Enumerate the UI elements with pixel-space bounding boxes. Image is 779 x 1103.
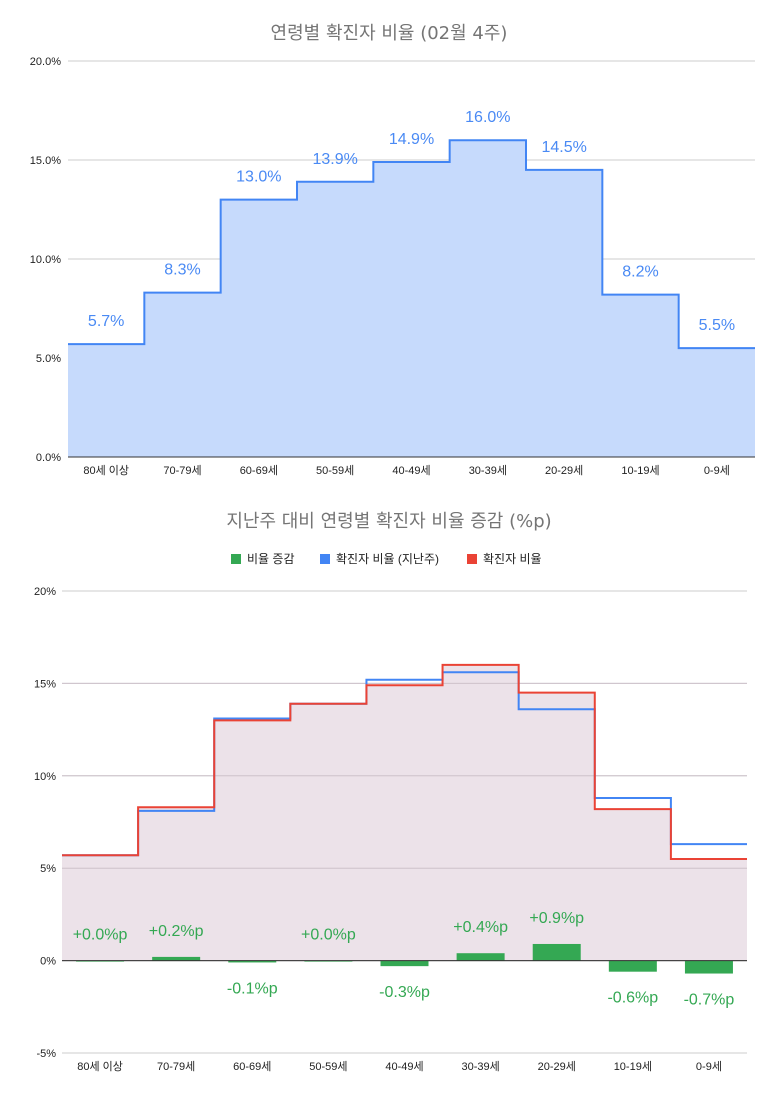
- chart-1-data-label: 13.9%: [312, 151, 357, 168]
- chart-2-bar: [532, 943, 581, 961]
- chart-2-data-label: +0.0%p: [301, 927, 356, 944]
- chart-1-y-tick-label: 10.0%: [30, 254, 61, 266]
- chart-1-data-label: 5.5%: [699, 317, 735, 334]
- chart-2-x-tick-label: 50-59세: [309, 1060, 347, 1073]
- chart-2-y-tick-label: -5%: [36, 1048, 56, 1060]
- chart-1-data-label: 14.9%: [389, 131, 434, 148]
- chart-2-bar: [228, 960, 277, 963]
- chart-2-bar: [608, 960, 657, 972]
- chart-2-bar: [684, 960, 733, 974]
- chart-2-area: [62, 664, 747, 961]
- chart-2-y-tick-label: 5%: [40, 863, 56, 875]
- chart-2-step-line-last-week: [62, 671, 747, 857]
- chart-2-y-tick-label: 0%: [40, 956, 56, 968]
- chart-2-bar: [456, 953, 505, 961]
- chart-2-data-label: -0.7%p: [684, 992, 735, 1009]
- chart-2-data-label: +0.2%p: [149, 923, 204, 940]
- chart-2-data-label: -0.3%p: [379, 984, 430, 1001]
- chart-2-x-tick-label: 40-49세: [385, 1060, 423, 1073]
- chart-1-y-tick-label: 20.0%: [30, 56, 61, 68]
- chart-2-bar: [152, 956, 201, 961]
- chart-1-data-label: 14.5%: [541, 139, 586, 156]
- chart-1-x-tick-label: 30-39세: [469, 464, 507, 477]
- chart-2-legend-label: 비율 증감: [247, 552, 295, 566]
- chart-2-step-line-current: [62, 663, 747, 860]
- chart-2-y-tick-label: 10%: [34, 771, 56, 783]
- chart-2-x-tick-label: 10-19세: [614, 1060, 652, 1073]
- chart-1-y-tick-label: 0.0%: [36, 452, 61, 464]
- chart-2-legend-label: 확진자 비율: [483, 552, 542, 566]
- chart-2-title: 지난주 대비 연령별 확진자 비율 증감 (%p): [226, 511, 551, 532]
- chart-1-data-label: 5.7%: [88, 313, 124, 330]
- chart-2-legend-label: 확진자 비율 (지난주): [336, 552, 439, 566]
- chart-2-x-tick-label: 60-69세: [233, 1060, 271, 1073]
- chart-2-x-tick-label: 20-29세: [538, 1060, 576, 1073]
- chart-1-x-tick-label: 80세 이상: [83, 464, 129, 477]
- chart-1-step-line: [68, 139, 755, 350]
- chart-2-data-label: +0.9%p: [529, 910, 584, 927]
- chart-1-data-label: 13.0%: [236, 169, 281, 186]
- chart-2-legend-swatch: [320, 554, 330, 564]
- chart-2-data-label: +0.0%p: [73, 927, 128, 944]
- chart-1-x-tick-label: 0-9세: [704, 464, 730, 477]
- chart-1-x-tick-label: 70-79세: [163, 464, 201, 477]
- age-ratio-change-chart: 지난주 대비 연령별 확진자 비율 증감 (%p) 비율 증감 확진자 비율 (지난…: [34, 511, 747, 1073]
- chart-1-x-tick-label: 60-69세: [240, 464, 278, 477]
- chart-1-y-tick-label: 15.0%: [30, 155, 61, 167]
- chart-2-data-label: +0.4%p: [453, 919, 508, 936]
- chart-1-x-tick-label: 20-29세: [545, 464, 583, 477]
- chart-2-x-tick-label: 80세 이상: [77, 1060, 123, 1073]
- chart-2-legend-swatch: [467, 554, 477, 564]
- chart-1-x-tick-label: 10-19세: [621, 464, 659, 477]
- chart-2-x-tick-label: 0-9세: [696, 1060, 722, 1073]
- chart-1-y-tick-label: 5.0%: [36, 353, 61, 365]
- chart-1-title: 연령별 확진자 비율 (02월 4주): [271, 23, 508, 44]
- chart-1-x-tick-label: 50-59세: [316, 464, 354, 477]
- chart-1-area: [68, 140, 755, 457]
- chart-2-x-tick-label: 30-39세: [461, 1060, 499, 1073]
- chart-2-y-tick-label: 20%: [34, 586, 56, 598]
- chart-1-data-label: 8.2%: [622, 264, 658, 281]
- chart-2-bar: [380, 960, 429, 967]
- chart-2-y-tick-label: 15%: [34, 678, 56, 690]
- chart-1-x-tick-label: 40-49세: [392, 464, 430, 477]
- chart-1-data-label: 8.3%: [164, 262, 200, 279]
- chart-1-data-label: 16.0%: [465, 109, 510, 126]
- chart-2-legend-swatch: [231, 554, 241, 564]
- chart-2-x-tick-label: 70-79세: [157, 1060, 195, 1073]
- chart-2-data-label: -0.1%p: [227, 980, 278, 997]
- age-ratio-step-area-chart: 연령별 확진자 비율 (02월 4주) 0.0% 5.0% 10.0% 15.0% 20.…: [30, 23, 755, 477]
- chart-2-data-label: -0.6%p: [607, 990, 658, 1007]
